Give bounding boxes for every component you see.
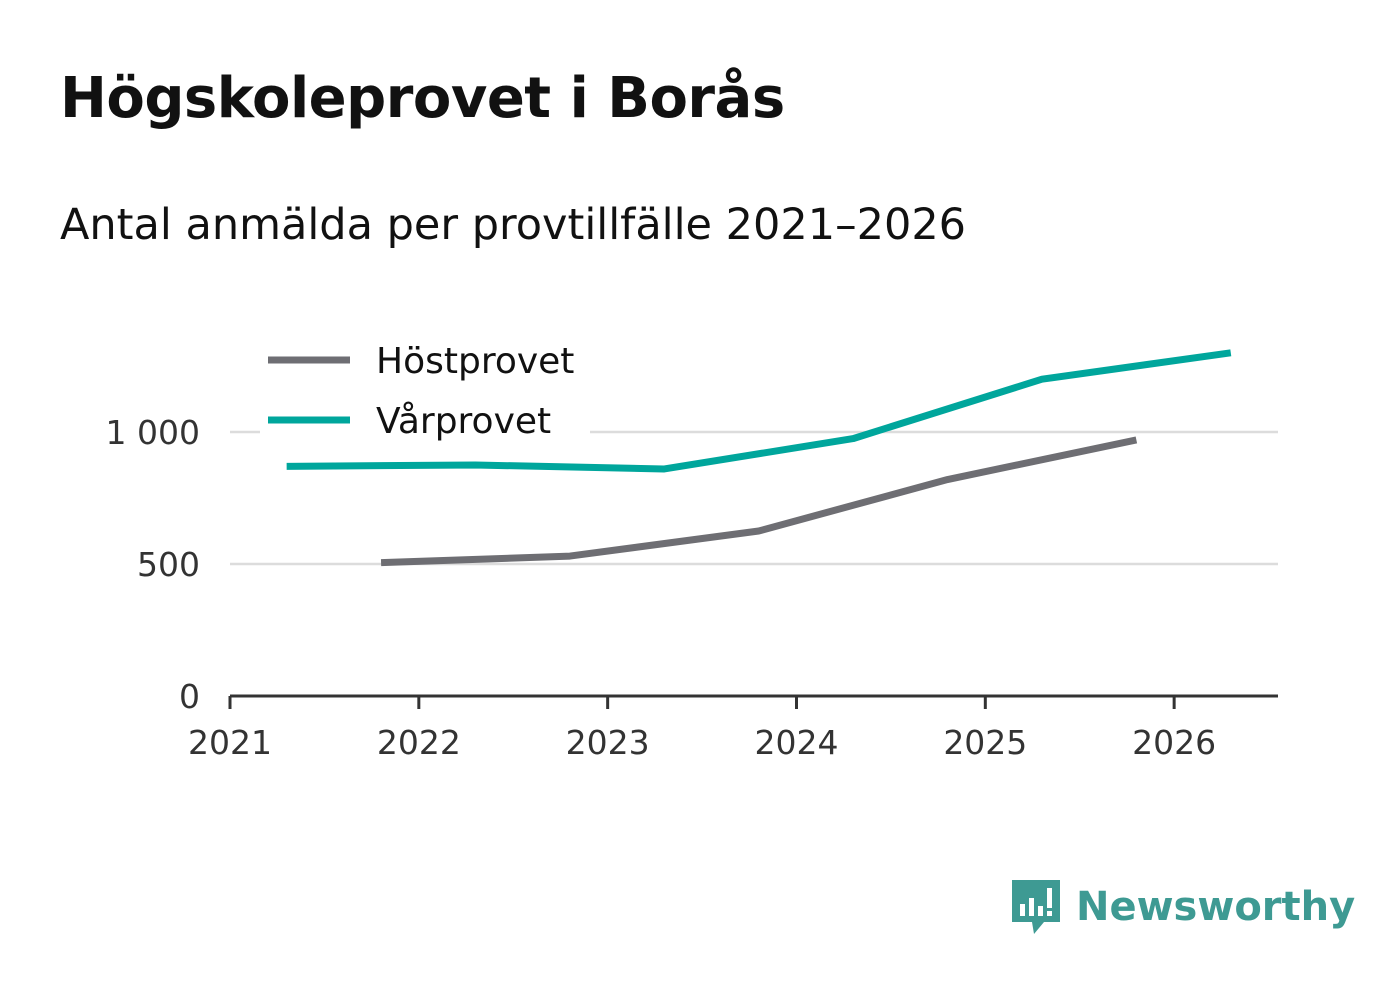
gridlines: 0 500 1 000 [106, 413, 1278, 716]
x-tick-label: 2022 [377, 723, 461, 762]
x-tick-label: 2023 [566, 723, 650, 762]
brand-logo: Newsworthy [1010, 876, 1355, 938]
newsworthy-logo-icon [1012, 880, 1060, 934]
legend-label: Vårprovet [376, 401, 551, 442]
x-tick-label: 2026 [1132, 723, 1216, 762]
legend: Höstprovet Vårprovet [260, 326, 590, 456]
chart-subtitle: Antal anmälda per provtillfälle 2021–202… [60, 200, 967, 250]
y-tick-label: 500 [137, 545, 200, 584]
x-tick-label: 2024 [754, 723, 838, 762]
series-line-v-rprovet [286, 349, 1232, 473]
y-tick-label: 1 000 [106, 413, 200, 452]
y-tick-label: 0 [179, 677, 200, 716]
legend-label: Höstprovet [376, 341, 574, 382]
brand-name: Newsworthy [1076, 884, 1356, 930]
legend-background [260, 326, 590, 456]
x-axis: 2021 2022 2023 2024 2025 2026 [188, 694, 1278, 762]
x-tick-label: 2021 [188, 723, 272, 762]
chart-title: Högskoleprovet i Borås [60, 66, 785, 131]
x-tick-label: 2025 [943, 723, 1027, 762]
series-line-h-stprovet [380, 436, 1138, 567]
series-lines [286, 349, 1232, 567]
